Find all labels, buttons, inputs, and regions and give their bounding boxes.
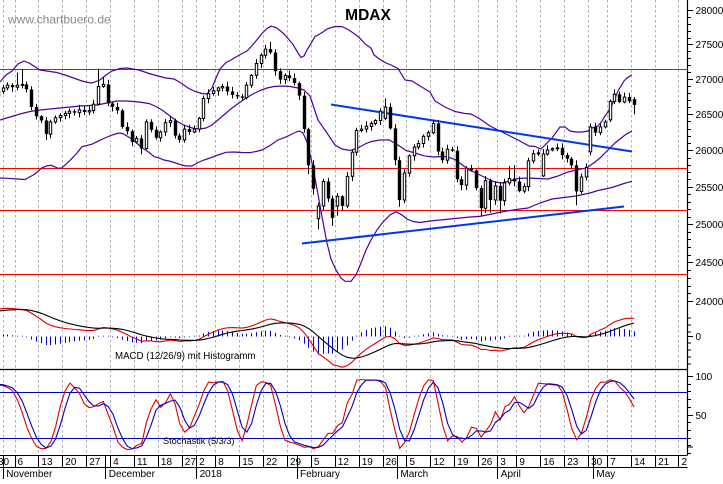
svg-text:24500: 24500 (696, 258, 723, 269)
svg-text:May: May (596, 469, 615, 479)
svg-text:26500: 26500 (696, 110, 723, 121)
svg-text:22: 22 (266, 457, 278, 468)
svg-text:27: 27 (185, 457, 197, 468)
svg-text:7: 7 (610, 457, 616, 468)
svg-text:www.chartbuero.de: www.chartbuero.de (7, 13, 111, 27)
svg-text:Stochastik (5/3/3): Stochastik (5/3/3) (163, 436, 235, 446)
svg-text:13: 13 (41, 457, 53, 468)
svg-text:20: 20 (65, 457, 77, 468)
svg-text:30: 30 (591, 457, 603, 468)
svg-text:26: 26 (481, 457, 493, 468)
svg-text:November: November (6, 469, 53, 479)
svg-text:2: 2 (199, 457, 205, 468)
svg-text:28000: 28000 (696, 6, 723, 17)
svg-text:23: 23 (567, 457, 579, 468)
svg-text:27: 27 (89, 457, 101, 468)
svg-text:March: March (400, 469, 428, 479)
svg-text:5: 5 (314, 457, 320, 468)
svg-text:4: 4 (113, 457, 119, 468)
svg-text:50: 50 (696, 411, 708, 422)
svg-text:29: 29 (290, 457, 302, 468)
svg-text:15: 15 (242, 457, 254, 468)
svg-text:2: 2 (682, 457, 688, 468)
svg-text:December: December (109, 469, 156, 479)
svg-text:0: 0 (696, 332, 702, 343)
svg-text:25500: 25500 (696, 183, 723, 194)
svg-text:18: 18 (161, 457, 173, 468)
svg-text:100: 100 (696, 372, 713, 383)
svg-text:8: 8 (218, 457, 224, 468)
svg-text:14: 14 (634, 457, 646, 468)
svg-text:21: 21 (658, 457, 670, 468)
svg-text:February: February (300, 469, 340, 479)
svg-text:11: 11 (137, 457, 148, 468)
svg-text:19: 19 (457, 457, 469, 468)
svg-text:12: 12 (338, 457, 350, 468)
svg-text:26: 26 (386, 457, 398, 468)
svg-text:26000: 26000 (696, 146, 723, 157)
svg-text:3: 3 (500, 457, 506, 468)
svg-text:April: April (501, 469, 521, 479)
svg-text:19: 19 (362, 457, 374, 468)
svg-text:25000: 25000 (696, 220, 723, 231)
svg-text:16: 16 (543, 457, 555, 468)
svg-text:MDAX: MDAX (345, 7, 391, 24)
svg-text:12: 12 (433, 457, 445, 468)
svg-text:MACD (12/26/9) mit Histogramm: MACD (12/26/9) mit Histogramm (115, 351, 256, 362)
svg-text:9: 9 (519, 457, 525, 468)
svg-text:5: 5 (410, 457, 416, 468)
svg-text:27000: 27000 (696, 75, 723, 86)
svg-text:30: 30 (0, 457, 10, 468)
svg-text:2018: 2018 (200, 469, 223, 479)
svg-text:27500: 27500 (696, 40, 723, 51)
svg-text:24000: 24000 (696, 297, 723, 308)
svg-text:6: 6 (18, 457, 24, 468)
